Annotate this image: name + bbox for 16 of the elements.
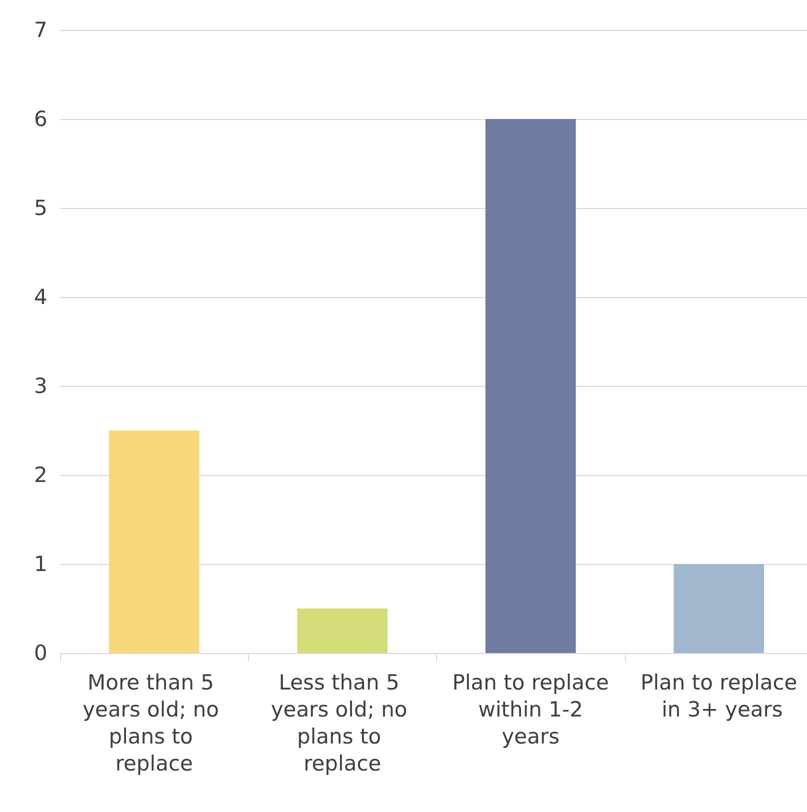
- y-tick-label: 5: [34, 196, 48, 220]
- y-tick-label: 0: [34, 641, 48, 665]
- bar: [297, 608, 388, 653]
- y-tick-label: 4: [34, 285, 48, 309]
- bar: [674, 564, 764, 653]
- y-tick-label: 2: [34, 463, 48, 487]
- y-tick-label: 7: [34, 18, 48, 42]
- x-tick-label: Plan to replace in 3+ years: [640, 670, 798, 722]
- x-tick-label: More than 5 years old; no plans to replace: [82, 670, 226, 776]
- x-tick-label: Plan to replace within 1-2 years: [452, 670, 609, 748]
- bar: [108, 430, 200, 653]
- y-tick-label: 6: [34, 107, 48, 131]
- bar: [485, 119, 576, 653]
- y-tick-label: 3: [34, 374, 48, 398]
- x-tick-label: Less than 5 years old; no plans to replace: [270, 670, 414, 776]
- y-tick-label: 1: [34, 552, 48, 576]
